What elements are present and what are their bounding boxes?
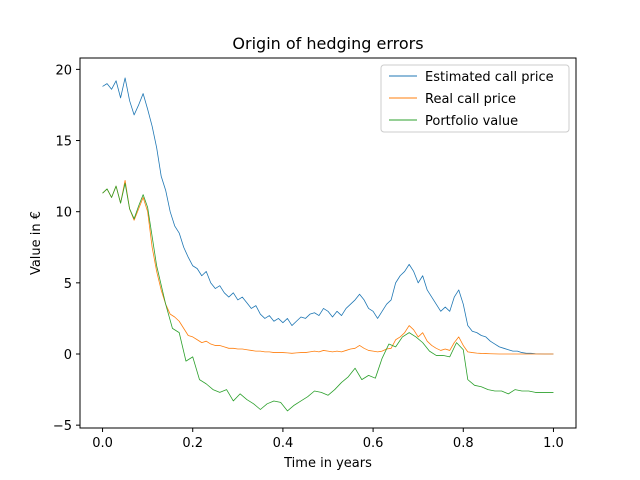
legend-label: Portfolio value: [425, 114, 518, 129]
legend-box: [380, 64, 570, 133]
y-tick-label: 10: [55, 206, 72, 221]
x-tick-label: 0.0: [92, 436, 113, 451]
series-line-2: [102, 179, 554, 355]
y-tick-label: 5: [64, 277, 72, 292]
x-tick-label: 0.6: [363, 436, 384, 451]
x-axis: 0.0 0.2 0.4 0.6 0.8 1.0: [92, 428, 564, 451]
y-tick-label: 20: [55, 63, 72, 78]
x-axis-label: Time in years: [283, 456, 372, 471]
y-tick-label: −5: [53, 419, 72, 434]
series-line-1: [102, 77, 554, 355]
y-axis: −5 0 5 10 15 20: [53, 63, 80, 434]
legend: Estimated call price Real call price Portf…: [380, 64, 570, 133]
chart-title: Origin of hedging errors: [232, 34, 423, 53]
x-tick-label: 1.0: [543, 436, 564, 451]
y-axis-label: Value in €: [29, 211, 44, 275]
legend-label: Estimated call price: [425, 70, 554, 85]
plot-area: [102, 77, 554, 412]
y-tick-label: 15: [55, 135, 72, 150]
series-line-3: [102, 182, 554, 412]
x-tick-label: 0.4: [273, 436, 294, 451]
x-tick-label: 0.2: [182, 436, 203, 451]
x-tick-label: 0.8: [453, 436, 474, 451]
axes-frame: [79, 57, 577, 429]
legend-label: Real call price: [425, 92, 516, 107]
y-tick-label: 0: [64, 348, 72, 363]
